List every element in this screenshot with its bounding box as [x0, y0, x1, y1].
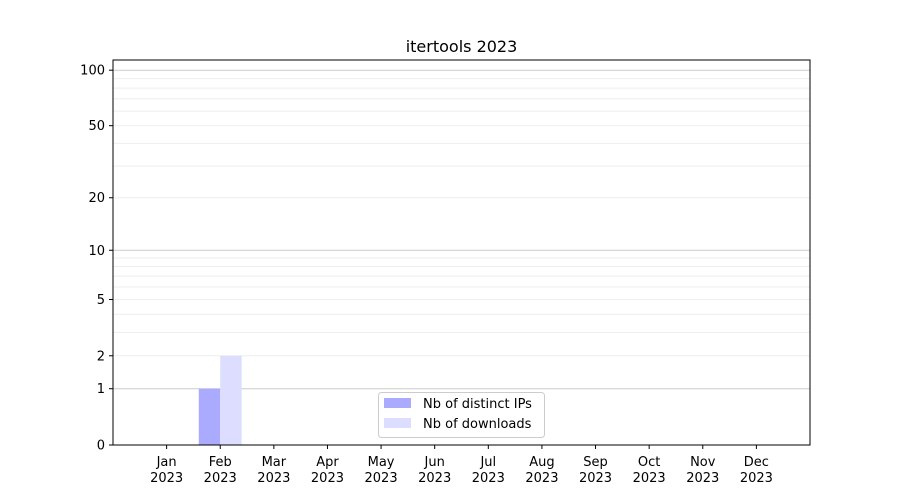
x-tick-label: Jul 2023: [472, 455, 505, 486]
x-tick-label: Jan 2023: [150, 455, 183, 486]
y-tick-label: 50: [88, 119, 105, 134]
legend-label: Nb of distinct IPs: [423, 397, 532, 412]
legend-label: Nb of downloads: [423, 417, 532, 432]
x-tick-label: Apr 2023: [311, 455, 344, 486]
y-tick-label: 10: [88, 244, 105, 259]
legend-box: [378, 392, 545, 438]
legend-swatch: [384, 398, 411, 408]
chart-title: itertools 2023: [406, 37, 518, 56]
legend: Nb of distinct IPs Nb of downloads: [378, 392, 545, 438]
x-tick-label: Jun 2023: [418, 455, 451, 486]
legend-swatch: [384, 418, 411, 428]
bar-downloads: [220, 355, 242, 445]
x-tick-label: Oct 2023: [633, 455, 666, 486]
x-tick-label: Mar 2023: [257, 455, 290, 486]
x-tick-label: Aug 2023: [525, 455, 558, 486]
y-tick-label: 5: [97, 293, 105, 308]
y-tick-label: 0: [97, 439, 105, 454]
x-tick-label: Sep 2023: [579, 455, 612, 486]
y-tick-label: 20: [88, 191, 105, 206]
y-tick-label: 2: [97, 349, 105, 364]
axes-frame: [112, 59, 811, 446]
x-tick-label: Nov 2023: [686, 455, 719, 486]
x-tick-label: May 2023: [365, 455, 398, 486]
y-tick-label: 1: [97, 382, 105, 397]
x-tick-label: Dec 2023: [740, 455, 773, 486]
x-tick-label: Feb 2023: [204, 455, 237, 486]
y-tick-label: 100: [80, 64, 105, 79]
bar-distinct-ips: [198, 388, 221, 445]
